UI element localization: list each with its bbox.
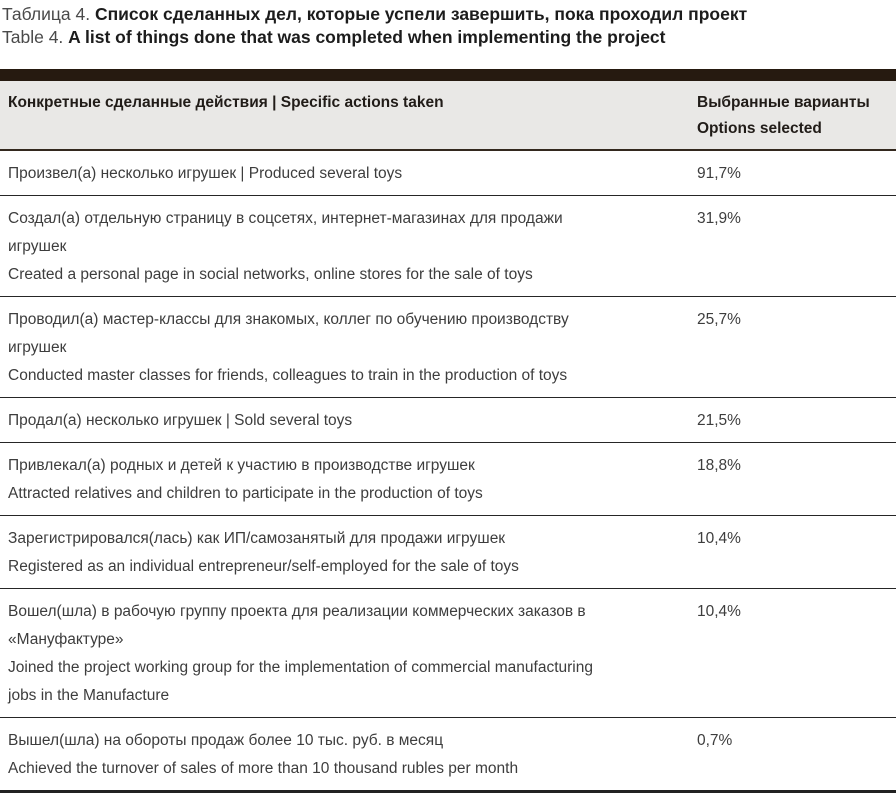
row-percentage: 0,7%	[697, 732, 733, 749]
row-percentage: 18,8%	[697, 457, 741, 474]
row-action-text-en: Joined the project working group for the…	[8, 659, 593, 704]
caption-line-ru: Таблица 4. Список сделанных дел, которые…	[2, 3, 896, 26]
row-percentage: 25,7%	[697, 311, 741, 328]
table-row: Продал(а) несколько игрушек | Sold sever…	[0, 398, 896, 443]
row-action-cell: Привлекал(а) родных и детей к участию в …	[0, 452, 697, 508]
table-top-rule	[0, 69, 896, 81]
row-action-text: Продал(а) несколько игрушек | Sold sever…	[8, 412, 353, 429]
row-action-text-ru: Привлекал(а) родных и детей к участию в …	[8, 457, 475, 474]
row-action-text-en: Conducted master classes for friends, co…	[8, 367, 568, 384]
row-action-text-en: Registered as an individual entrepreneur…	[8, 558, 519, 575]
table-row: Вошел(шла) в рабочую группу проекта для …	[0, 589, 896, 718]
caption-number-en: Table 4.	[2, 27, 64, 47]
caption-number-ru: Таблица 4.	[2, 4, 91, 24]
row-action-text-ru: Проводил(а) мастер-классы для знакомых, …	[8, 311, 569, 356]
row-action-text: Произвел(а) несколько игрушек | Produced…	[8, 165, 403, 182]
table-row: Проводил(а) мастер-классы для знакомых, …	[0, 297, 896, 398]
row-action-text-ru: Вошел(шла) в рабочую группу проекта для …	[8, 603, 586, 648]
column-header-options-en: Options selected	[697, 120, 822, 137]
column-header-options-ru: Выбранные варианты	[697, 94, 870, 111]
row-action-text-en: Created a personal page in social networ…	[8, 266, 533, 283]
row-percentage: 10,4%	[697, 530, 741, 547]
table-header-row: Конкретные сделанные действия | Specific…	[0, 81, 896, 151]
row-percentage: 10,4%	[697, 603, 741, 620]
caption-title-ru: Список сделанных дел, которые успели зав…	[94, 4, 748, 24]
row-action-cell: Вошел(шла) в рабочую группу проекта для …	[0, 598, 697, 710]
row-percentage: 21,5%	[697, 412, 741, 429]
row-action-text-en: Attracted relatives and children to part…	[8, 485, 483, 502]
row-action-cell: Зарегистрировался(лась) как ИП/самозанят…	[0, 525, 697, 581]
row-action-text-en: Achieved the turnover of sales of more t…	[8, 760, 519, 777]
column-header-options: Выбранные варианты Options selected	[697, 90, 896, 142]
row-percentage: 31,9%	[697, 210, 741, 227]
table-row: Привлекал(а) родных и детей к участию в …	[0, 443, 896, 516]
row-action-text-ru: Зарегистрировался(лась) как ИП/самозанят…	[8, 530, 506, 547]
table-row: Произвел(а) несколько игрушек | Produced…	[0, 151, 896, 196]
table-row: Создал(а) отдельную страницу в соцсетях,…	[0, 196, 896, 297]
table-caption: Таблица 4. Список сделанных дел, которые…	[0, 0, 896, 49]
caption-line-en: Table 4. A list of things done that was …	[2, 26, 896, 49]
row-action-cell: Создал(а) отдельную страницу в соцсетях,…	[0, 205, 697, 289]
row-action-cell: Произвел(а) несколько игрушек | Produced…	[0, 160, 697, 188]
row-percentage: 91,7%	[697, 165, 741, 182]
caption-title-en: A list of things done that was completed…	[68, 27, 666, 47]
results-table: Конкретные сделанные действия | Specific…	[0, 69, 896, 793]
table-row: Вышел(шла) на обороты продаж более 10 ты…	[0, 718, 896, 793]
table-row: Зарегистрировался(лась) как ИП/самозанят…	[0, 516, 896, 589]
column-header-actions: Конкретные сделанные действия | Specific…	[8, 94, 444, 111]
row-action-text-ru: Создал(а) отдельную страницу в соцсетях,…	[8, 210, 563, 255]
row-action-text-ru: Вышел(шла) на обороты продаж более 10 ты…	[8, 732, 444, 749]
row-action-cell: Проводил(а) мастер-классы для знакомых, …	[0, 306, 697, 390]
row-action-cell: Продал(а) несколько игрушек | Sold sever…	[0, 407, 697, 435]
row-action-cell: Вышел(шла) на обороты продаж более 10 ты…	[0, 727, 697, 783]
